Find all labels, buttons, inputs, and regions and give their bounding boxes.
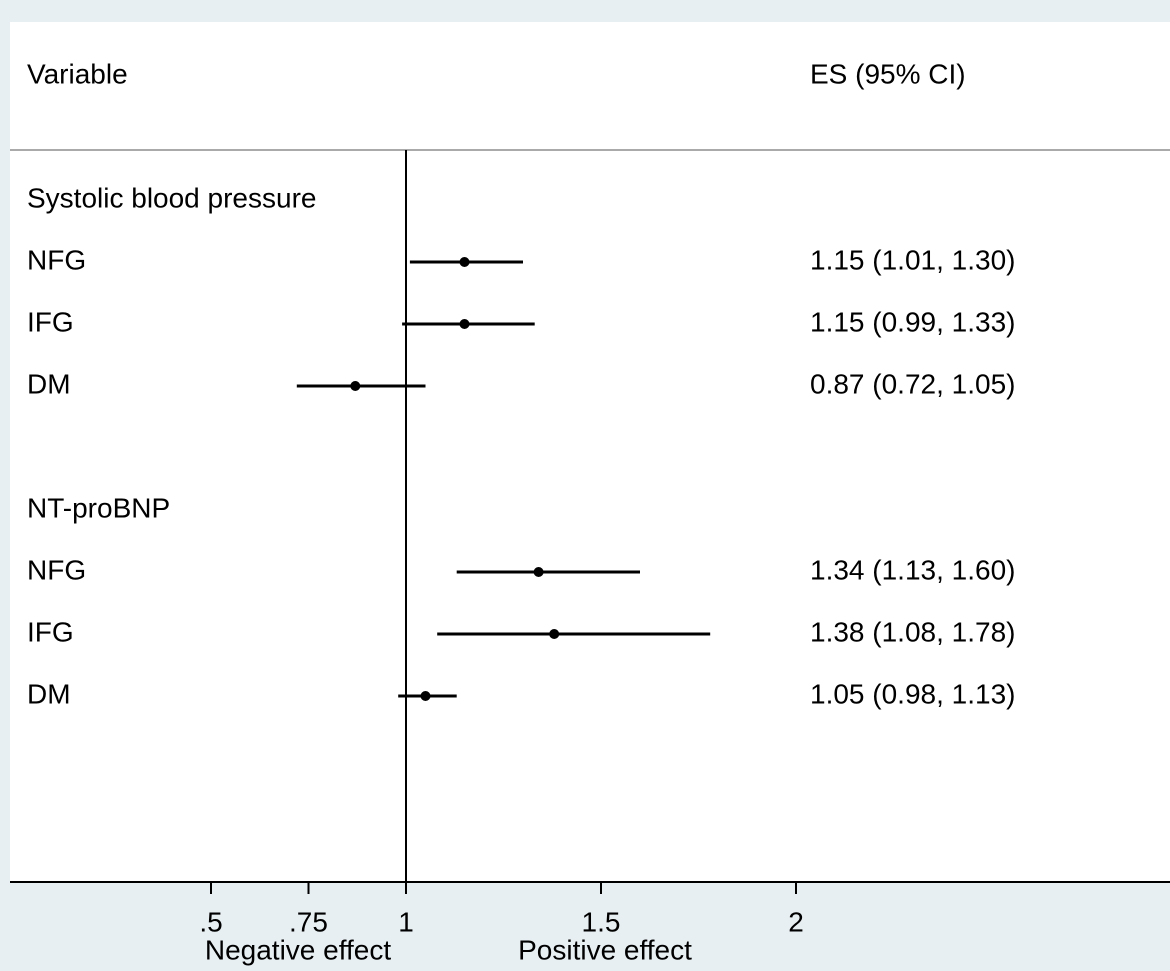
row-label: DM [27,368,71,399]
value-label: 1.34 (1.13, 1.60) [810,554,1015,585]
point-estimate [549,629,560,639]
x-note: Positive effect [518,934,692,965]
value-label: 0.87 (0.72, 1.05) [810,368,1015,399]
point-estimate [533,567,544,577]
x-tick-label: 1.5 [582,906,621,937]
point-estimate [420,691,431,701]
row-label: IFG [27,306,74,337]
column-header: Variable [27,58,128,89]
x-tick-label: 2 [788,906,804,937]
value-label: 1.38 (1.08, 1.78) [810,616,1015,647]
point-estimate [350,381,361,391]
row-label: IFG [27,616,74,647]
x-tick-label: 1 [398,906,414,937]
value-label: 1.15 (0.99, 1.33) [810,306,1015,337]
row-label: DM [27,678,71,709]
row-label: NFG [27,244,86,275]
column-header: ES (95% CI) [810,58,966,89]
value-label: 1.15 (1.01, 1.30) [810,244,1015,275]
value-label: 1.05 (0.98, 1.13) [810,678,1015,709]
x-note: Negative effect [205,934,391,965]
group-label: NT-proBNP [27,492,170,523]
point-estimate [459,319,470,329]
x-tick-label: .5 [199,906,222,937]
plot-background [10,22,1170,882]
point-estimate [459,257,470,267]
row-label: NFG [27,554,86,585]
group-label: Systolic blood pressure [27,182,316,213]
x-tick-label: .75 [289,906,328,937]
